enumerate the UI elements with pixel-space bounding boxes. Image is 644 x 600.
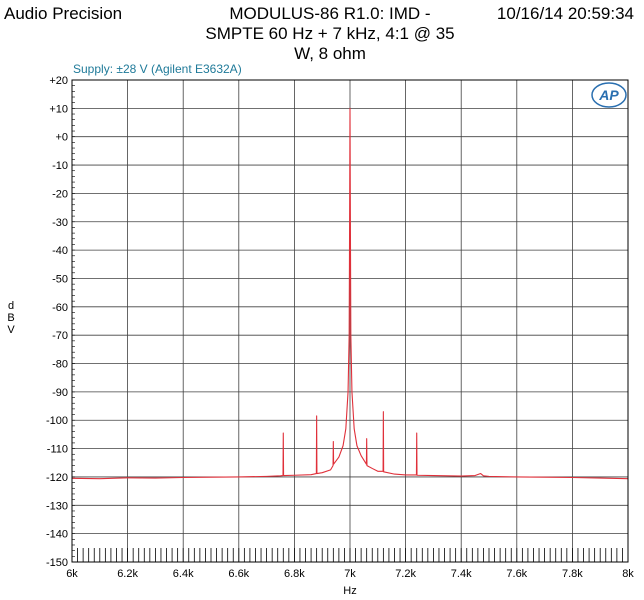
y-axis-label-char-2: V <box>7 324 15 336</box>
timestamp: 10/16/14 20:59:34 <box>496 4 634 23</box>
y-tick-label-3: -10 <box>52 160 68 172</box>
ap-logo: AP <box>591 82 627 108</box>
ap-logo-ring <box>591 82 627 108</box>
series-line-0 <box>71 107 629 480</box>
x-tick-label-5: 7k <box>344 568 356 580</box>
y-tick-label-5: -30 <box>52 217 68 229</box>
y-tick-label-0: +20 <box>49 75 68 87</box>
y-tick-labels: +20 +10 +0 -10 -20 -30 -40 -50 -60 -70 -80 -90 -100 -… <box>46 75 68 569</box>
plot-frame <box>71 79 629 563</box>
y-axis-label-char-1: B <box>7 312 15 324</box>
y-tick-label-14: -120 <box>46 472 68 484</box>
chart-title-line-3: W, 8 ohm <box>294 44 366 63</box>
chart-title-line-2: SMPTE 60 Hz + 7 kHz, 4:1 @ 35 <box>205 24 455 43</box>
y-tick-label-13: -110 <box>47 444 68 456</box>
y-tick-label-12: -100 <box>46 415 68 427</box>
x-tick-label-6: 7.2k <box>395 568 416 580</box>
y-tick-label-10: -80 <box>52 359 68 371</box>
y-tick-label-1: +10 <box>49 103 68 115</box>
x-tick-label-7: 7.4k <box>451 568 472 580</box>
chart-title: MODULUS-86 R1.0: IMD - SMPTE 60 Hz + 7 k… <box>130 4 530 64</box>
x-tick-label-3: 6.6k <box>228 568 249 580</box>
x-tick-label-2: 6.4k <box>173 568 194 580</box>
y-tick-label-16: -140 <box>46 529 68 541</box>
x-tick-label-4: 6.8k <box>284 568 305 580</box>
y-tick-label-6: -40 <box>52 245 68 257</box>
y-tick-label-17: -150 <box>46 557 68 569</box>
x-tick-label-0: 6k <box>66 568 78 580</box>
x-axis-label: Hz <box>343 585 357 597</box>
y-axis-label-char-0: d <box>7 300 15 312</box>
supply-annotation: Supply: ±28 V (Agilent E3632A) <box>73 62 242 76</box>
brand-label: Audio Precision <box>4 4 123 23</box>
trace-layer <box>71 107 629 480</box>
x-tick-label-1: 6.2k <box>117 568 138 580</box>
x-tick-labels: 6k 6.2k 6.4k 6.6k 6.8k 7k 7.2k 7.4k 7.6k 7.8k 8k <box>66 568 634 580</box>
x-tick-label-8: 7.6k <box>506 568 527 580</box>
y-tick-label-9: -70 <box>52 330 68 342</box>
y-tick-label-11: -90 <box>52 387 68 399</box>
y-tick-label-2: +0 <box>55 132 68 144</box>
y-tick-label-4: -20 <box>52 188 68 200</box>
y-tick-label-7: -50 <box>52 273 68 285</box>
chart-title-line-1: MODULUS-86 R1.0: IMD - <box>229 4 431 23</box>
x-tick-label-10: 8k <box>622 568 634 580</box>
x-tick-label-9: 7.8k <box>562 568 583 580</box>
y-tick-label-8: -60 <box>52 302 68 314</box>
y-tick-label-15: -130 <box>46 500 68 512</box>
ap-logo-text: AP <box>598 87 619 103</box>
